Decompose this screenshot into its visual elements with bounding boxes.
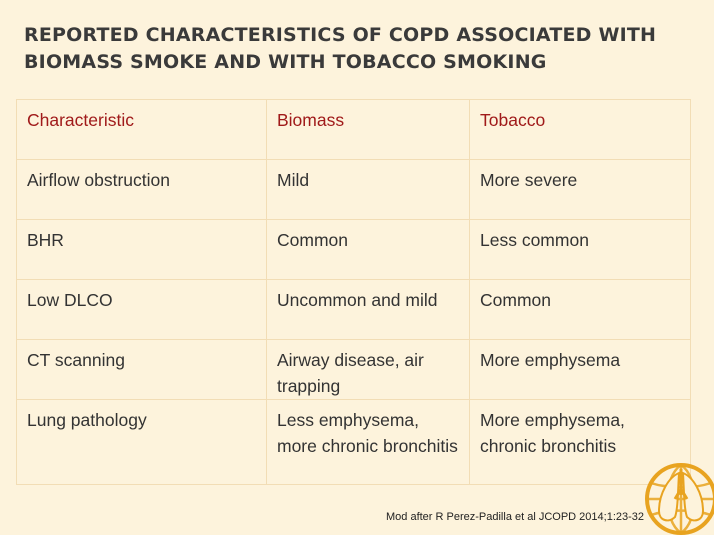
table-cell: More emphysema [469,339,691,400]
header-characteristic: Characteristic [16,99,267,160]
table-cell: More severe [469,159,691,220]
table-cell: Uncommon and mild [266,279,470,340]
table-cell: Airflow obstruction [16,159,267,220]
citation-caption: Mod after R Perez-Padilla et al JCOPD 20… [386,511,645,523]
table-header-row: Characteristic Biomass Tobacco [16,99,691,160]
header-tobacco: Tobacco [469,99,691,160]
table-cell: Lung pathology [16,399,267,485]
table-row: Airflow obstruction Mild More severe [16,159,691,220]
table-cell: Less emphysema, more chronic bronchitis [266,399,470,485]
comparison-table: Characteristic Biomass Tobacco Airflow o… [16,99,691,485]
table-cell: More emphysema, chronic bronchitis [469,399,691,485]
table-cell: Less common [469,219,691,280]
table-cell: Common [266,219,470,280]
table-cell: CT scanning [16,339,267,400]
table-cell: Mild [266,159,470,220]
header-biomass: Biomass [266,99,470,160]
table-cell: Airway disease, air trapping [266,339,470,400]
table-row: Lung pathology Less emphysema, more chro… [16,399,691,485]
table-row: CT scanning Airway disease, air trapping… [16,339,691,400]
slide-title-line-2: BIOMASS SMOKE AND WITH TOBACCO SMOKING [24,51,547,73]
slide-title-line-1: REPORTED CHARACTERISTICS OF COPD ASSOCIA… [24,24,657,46]
table-row: Low DLCO Uncommon and mild Common [16,279,691,340]
slide-title: REPORTED CHARACTERISTICS OF COPD ASSOCIA… [24,22,704,76]
table-cell: BHR [16,219,267,280]
table-cell: Common [469,279,691,340]
lungs-globe-logo-icon [645,463,714,535]
table-cell: Low DLCO [16,279,267,340]
table-row: BHR Common Less common [16,219,691,280]
